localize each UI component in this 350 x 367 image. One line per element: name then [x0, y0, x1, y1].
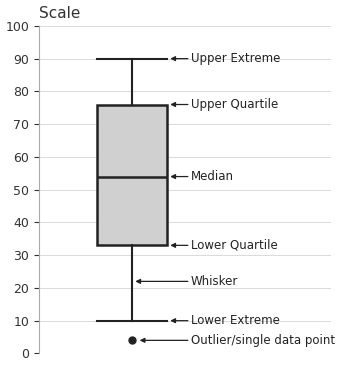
Text: Upper Quartile: Upper Quartile — [172, 98, 278, 111]
Text: Whisker: Whisker — [136, 275, 238, 288]
Text: Outlier/single data point: Outlier/single data point — [141, 334, 335, 347]
Bar — [97, 105, 167, 246]
Text: Lower Quartile: Lower Quartile — [172, 239, 278, 252]
Text: Scale: Scale — [39, 6, 80, 21]
Text: Median: Median — [172, 170, 234, 183]
Text: Upper Extreme: Upper Extreme — [172, 52, 280, 65]
Text: Lower Extreme: Lower Extreme — [172, 314, 280, 327]
